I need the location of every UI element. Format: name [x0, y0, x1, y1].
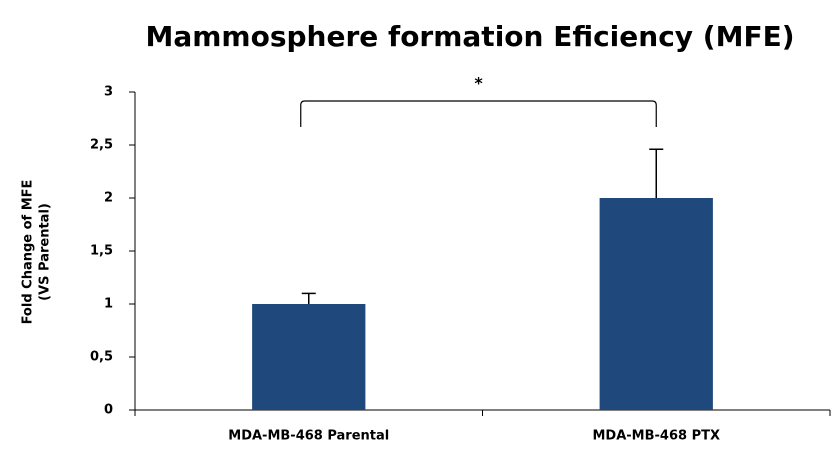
significance-bracket — [300, 100, 657, 127]
y-tick-label: 0,5 — [90, 350, 113, 365]
y-tick-label: 2,5 — [90, 138, 113, 153]
y-tick-label: 2 — [104, 191, 113, 206]
significance-label: * — [474, 74, 483, 93]
bar — [252, 304, 366, 410]
x-tick-label: MDA-MB-468 PTX — [592, 429, 720, 444]
y-tick-label: 1 — [104, 297, 113, 312]
y-tick-label: 3 — [104, 85, 113, 100]
y-axis-label: Fold Change of MFE (VS Parental) — [21, 180, 53, 325]
bar — [599, 198, 713, 410]
y-axis-label-line: (VS Parental) — [38, 203, 53, 301]
chart-title: Mammosphere formation Eficiency (MFE) — [145, 20, 794, 53]
y-tick-label: 1,5 — [90, 244, 113, 259]
y-axis-label-line: Fold Change of MFE — [21, 180, 36, 325]
y-tick-label: 0 — [104, 403, 113, 418]
x-tick-label: MDA-MB-468 Parental — [228, 429, 389, 444]
